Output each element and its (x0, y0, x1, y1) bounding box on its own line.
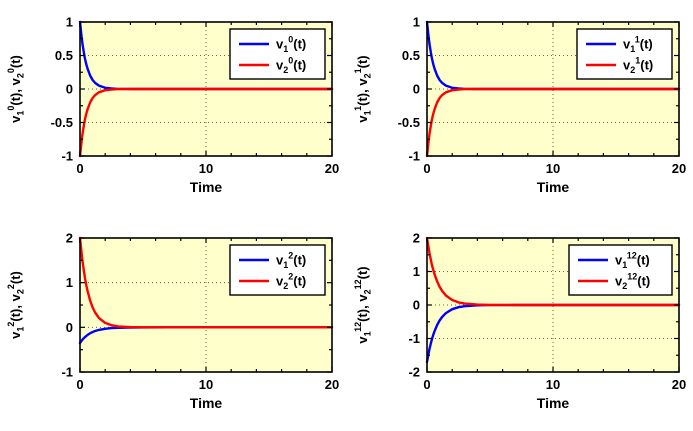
svg-text:1: 1 (413, 264, 420, 279)
x-tick-labels: 0 10 20 (423, 161, 686, 176)
tick-marks (79, 237, 333, 373)
y-axis-label: v11(t), v21(t) (353, 55, 373, 122)
tick-marks (426, 237, 680, 373)
y-axis-label: v10(t), v20(t) (6, 55, 26, 123)
svg-text:-1: -1 (61, 365, 73, 380)
y-tick-labels: -1 -0.5 0 0.5 1 (398, 15, 420, 164)
svg-text:-1: -1 (61, 149, 73, 164)
svg-text:10: 10 (546, 161, 560, 176)
legend-label: v11(t) (623, 35, 653, 55)
svg-text:1: 1 (66, 15, 73, 30)
x-tick-labels: 0 10 20 (76, 377, 339, 392)
svg-text:1: 1 (413, 15, 420, 30)
legend: v112(t)v212(t) (568, 244, 673, 296)
series-line-2 (78, 87, 334, 158)
svg-text:2: 2 (413, 231, 420, 246)
svg-text:20: 20 (672, 161, 686, 176)
series-curves (78, 20, 334, 158)
svg-text:0: 0 (413, 298, 420, 313)
y-axis-label: v12(t), v22(t) (6, 271, 26, 339)
legend-label: v12(t) (276, 251, 306, 271)
svg-text:10: 10 (199, 161, 213, 176)
subplot-top-left: 0 10 20 -1 -0.5 0 0.5 1 Time v10(t), v20(t) v10(t)… (6, 15, 339, 196)
series-line-2 (425, 236, 681, 307)
legend-box (568, 244, 673, 296)
svg-text:20: 20 (672, 377, 686, 392)
svg-text:-0.5: -0.5 (398, 115, 420, 130)
svg-text:1: 1 (66, 275, 73, 290)
svg-text:-2: -2 (408, 365, 420, 380)
series-line-2 (78, 236, 334, 329)
svg-text:0: 0 (423, 377, 430, 392)
x-tick-labels: 0 10 20 (76, 161, 339, 176)
legend: v10(t)v20(t) (229, 28, 326, 80)
series-curves (78, 236, 334, 345)
legend-entry-2: v21(t) (586, 56, 653, 76)
series-curves (425, 20, 681, 158)
legend-box (576, 28, 673, 80)
y-tick-labels: -2 -1 0 1 2 (408, 231, 420, 380)
legend-entry-2: v22(t) (239, 272, 306, 292)
legend-label: v212(t) (615, 272, 650, 292)
legend-entry-2: v212(t) (578, 272, 650, 292)
svg-text:-1: -1 (408, 149, 420, 164)
tick-marks (79, 21, 333, 157)
svg-text:-1: -1 (408, 331, 420, 346)
x-axis-label: Time (537, 179, 570, 195)
svg-text:20: 20 (325, 161, 339, 176)
subplot-top-right: 0 10 20 -1 -0.5 0 0.5 1 Time v11(t), v21(t) v11(t)… (353, 15, 686, 196)
y-tick-labels: -1 -0.5 0 0.5 1 (51, 15, 73, 164)
legend-label: v112(t) (615, 251, 650, 271)
legend-entry-2: v20(t) (239, 56, 306, 76)
subplot-bottom-right: 0 10 20 -2 -1 0 1 2 Time v112(t), v212(t) v112(t)v… (353, 231, 686, 412)
legend-entry-1: v10(t) (239, 35, 306, 55)
svg-text:0: 0 (66, 320, 73, 335)
legend-entry-1: v112(t) (578, 251, 650, 271)
legend-label: v20(t) (276, 56, 306, 76)
svg-text:10: 10 (199, 377, 213, 392)
x-axis-label: Time (190, 395, 223, 411)
svg-text:0: 0 (76, 161, 83, 176)
legend-box (229, 28, 326, 80)
y-tick-labels: -1 0 1 2 (61, 231, 73, 380)
svg-text:0: 0 (423, 161, 430, 176)
svg-text:20: 20 (325, 377, 339, 392)
legend-label: v21(t) (623, 56, 653, 76)
x-tick-labels: 0 10 20 (423, 377, 686, 392)
x-axis-label: Time (537, 395, 570, 411)
legend-label: v10(t) (276, 35, 306, 55)
legend-label: v22(t) (276, 272, 306, 292)
svg-text:-0.5: -0.5 (51, 115, 73, 130)
legend: v12(t)v22(t) (229, 244, 326, 296)
tick-marks (426, 21, 680, 157)
legend-entry-1: v11(t) (586, 35, 653, 55)
svg-text:2: 2 (66, 231, 73, 246)
svg-text:0: 0 (66, 82, 73, 97)
svg-text:0: 0 (413, 82, 420, 97)
svg-text:10: 10 (546, 377, 560, 392)
legend-entry-1: v12(t) (239, 251, 306, 271)
legend: v11(t)v21(t) (576, 28, 673, 80)
legend-box (229, 244, 326, 296)
y-axis-label: v112(t), v212(t) (353, 266, 373, 343)
series-line-2 (425, 87, 681, 158)
svg-text:0.5: 0.5 (55, 48, 73, 63)
svg-text:0.5: 0.5 (402, 48, 420, 63)
series-curves (425, 236, 681, 364)
svg-text:0: 0 (76, 377, 83, 392)
x-axis-label: Time (190, 179, 223, 195)
